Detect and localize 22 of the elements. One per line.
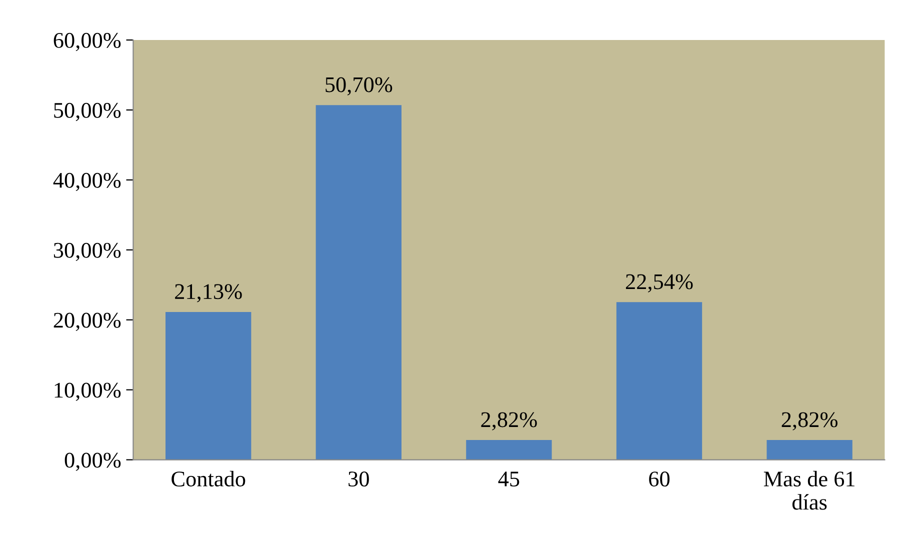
x-tick-label: 30 [348, 472, 369, 487]
bar [466, 440, 552, 460]
x-tick-label: Contado [172, 470, 246, 487]
data-label: 2,82% [481, 412, 537, 430]
y-tick-label: 20,00% [54, 312, 121, 331]
y-tick-label: 40,00% [53, 172, 121, 192]
x-tick-label: Mas de 61 días [764, 470, 855, 510]
bar [316, 105, 402, 460]
bar [166, 312, 252, 460]
bar [616, 302, 702, 460]
data-label: 50,70% [326, 77, 392, 96]
x-tick-label: 60 [649, 472, 670, 487]
data-label: 2,82% [782, 412, 838, 430]
y-tick-label: 30,00% [54, 242, 121, 262]
y-tick-label: 0,00% [64, 452, 121, 471]
y-tick-label: 10,00% [54, 382, 121, 401]
y-tick-label: 60,00% [54, 32, 121, 52]
bar [766, 440, 852, 460]
data-label: 21,13% [175, 284, 242, 302]
y-tick-label: 50,00% [54, 102, 121, 122]
x-tick-label: 45 [498, 472, 520, 487]
data-label: 22,54% [626, 274, 693, 292]
